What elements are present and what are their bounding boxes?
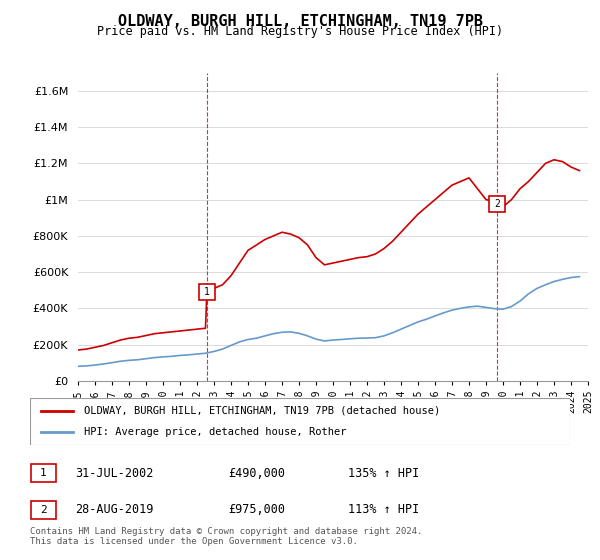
Text: 1: 1	[204, 287, 210, 297]
Text: 1: 1	[40, 468, 47, 478]
Text: 2: 2	[40, 505, 47, 515]
Text: £975,000: £975,000	[228, 503, 285, 516]
Text: £490,000: £490,000	[228, 466, 285, 480]
Text: HPI: Average price, detached house, Rother: HPI: Average price, detached house, Roth…	[84, 427, 347, 437]
Text: 31-JUL-2002: 31-JUL-2002	[75, 466, 154, 480]
Text: 113% ↑ HPI: 113% ↑ HPI	[348, 503, 419, 516]
Text: 135% ↑ HPI: 135% ↑ HPI	[348, 466, 419, 480]
Text: OLDWAY, BURGH HILL, ETCHINGHAM, TN19 7PB: OLDWAY, BURGH HILL, ETCHINGHAM, TN19 7PB	[118, 14, 482, 29]
Text: OLDWAY, BURGH HILL, ETCHINGHAM, TN19 7PB (detached house): OLDWAY, BURGH HILL, ETCHINGHAM, TN19 7PB…	[84, 406, 440, 416]
Text: Price paid vs. HM Land Registry's House Price Index (HPI): Price paid vs. HM Land Registry's House …	[97, 25, 503, 38]
Text: 2: 2	[494, 199, 500, 209]
Text: 28-AUG-2019: 28-AUG-2019	[75, 503, 154, 516]
Text: Contains HM Land Registry data © Crown copyright and database right 2024.
This d: Contains HM Land Registry data © Crown c…	[30, 526, 422, 546]
